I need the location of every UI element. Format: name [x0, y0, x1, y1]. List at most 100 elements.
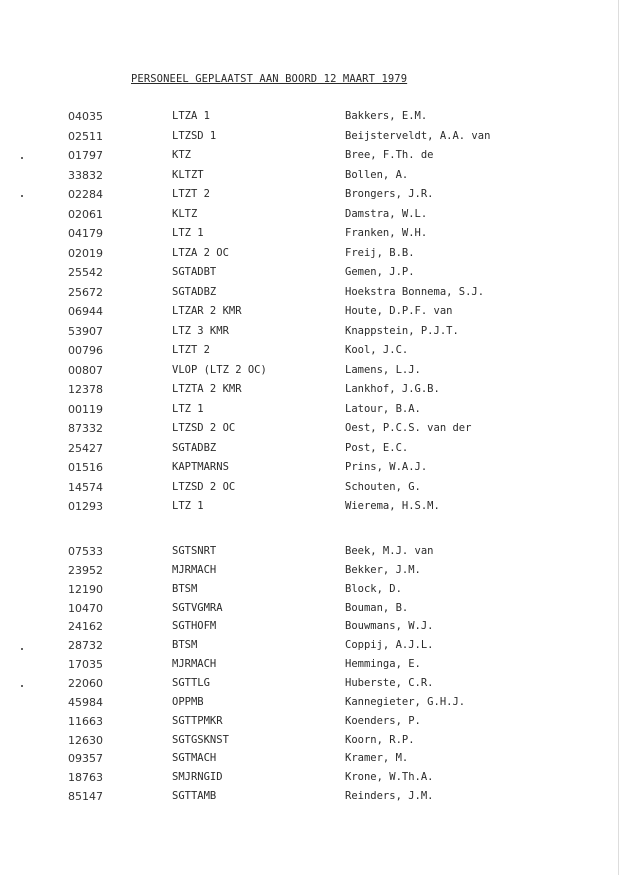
rank: BTSM: [172, 582, 198, 595]
rank: SGTTLG: [172, 676, 210, 689]
list-row: 22060 SGTTLG Huberste, C.R.: [0, 677, 619, 693]
service-number: 18763: [68, 771, 103, 785]
list-row: 01797 KTZ Bree, F.Th. de: [0, 149, 619, 165]
rank: SGTADBZ: [172, 285, 217, 298]
rank: SGTGSKNST: [172, 733, 229, 746]
list-row: 17035 MJRMACH Hemminga, E.: [0, 658, 619, 674]
person-name: Krone, W.Th.A.: [345, 771, 434, 784]
service-number: 06944: [68, 305, 103, 318]
service-number: 02511: [68, 129, 103, 143]
margin-mark: [21, 195, 23, 197]
list-row: 00807 VLOP (LTZ 2 OC) Lamens, L.J.: [0, 364, 619, 380]
list-row: 04035 LTZA 1 Bakkers, E.M.: [0, 110, 619, 126]
list-row: 53907 LTZ 3 KMR Knappstein, P.J.T.: [0, 325, 619, 341]
service-number: 45984: [68, 695, 103, 709]
person-name: Coppij, A.J.L.: [345, 639, 434, 652]
person-name: Lamens, L.J.: [345, 363, 421, 376]
list-row: 10470 SGTVGMRA Bouman, B.: [0, 602, 619, 618]
rank: SGTADBT: [172, 266, 217, 278]
person-name: Koorn, R.P.: [345, 733, 415, 746]
person-name: Post, E.C.: [345, 441, 409, 454]
list-row: 09357 SGTMACH Kramer, M.: [0, 752, 619, 768]
rank: MJRMACH: [172, 563, 217, 576]
person-name: Brongers, J.R.: [345, 188, 434, 200]
rank: SMJRNGID: [172, 771, 223, 784]
person-name: Hoekstra Bonnema, S.J.: [345, 285, 485, 298]
rank: SGTADBZ: [172, 441, 217, 454]
person-name: Koenders, P.: [345, 714, 421, 727]
list-row: 12630 SGTGSKNST Koorn, R.P.: [0, 734, 619, 750]
list-row: 14574 LTZSD 2 OC Schouten, G.: [0, 481, 619, 497]
person-name: Wierema, H.S.M.: [345, 500, 440, 512]
rank: LTZSD 2 OC: [172, 480, 236, 493]
list-row: 87332 LTZSD 2 OC Oest, P.C.S. van der: [0, 422, 619, 438]
document-title: PERSONEEL GEPLAATST AAN BOORD 12 MAART 1…: [131, 73, 408, 85]
service-number: 25672: [68, 285, 103, 299]
service-number: 11663: [68, 714, 103, 728]
rank: LTZ 1: [172, 402, 204, 415]
person-name: Bree, F.Th. de: [345, 149, 434, 161]
rank: LTZSD 1: [172, 129, 217, 142]
rank: LTZ 3 KMR: [172, 324, 229, 337]
list-row: 02284 LTZT 2 Brongers, J.R.: [0, 188, 619, 204]
service-number: 07533: [68, 545, 103, 558]
service-number: 12630: [68, 733, 103, 747]
person-name: Freij, B.B.: [345, 246, 415, 259]
list-row: 18763 SMJRNGID Krone, W.Th.A.: [0, 771, 619, 787]
list-row: 11663 SGTTPMKR Koenders, P.: [0, 715, 619, 731]
person-name: Hemminga, E.: [345, 658, 421, 671]
person-name: Houte, D.P.F. van: [345, 305, 453, 317]
rank: KAPTMARNS: [172, 461, 229, 473]
rank: KLTZT: [172, 168, 204, 181]
list-row: 02511 LTZSD 1 Beijsterveldt, A.A. van: [0, 130, 619, 146]
list-row: 12378 LTZTA 2 KMR Lankhof, J.G.B.: [0, 383, 619, 399]
margin-mark: [21, 648, 23, 650]
person-name: Bollen, A.: [345, 168, 409, 181]
service-number: 24162: [68, 620, 103, 634]
person-name: Schouten, G.: [345, 480, 421, 493]
service-number: 02061: [68, 207, 103, 221]
person-name: Bouman, B.: [345, 601, 409, 614]
person-name: Bakkers, E.M.: [345, 110, 428, 122]
person-name: Kramer, M.: [345, 752, 409, 765]
rank: OPPMB: [172, 695, 204, 708]
service-number: 28732: [68, 639, 103, 653]
person-name: Huberste, C.R.: [345, 676, 434, 689]
person-name: Knappstein, P.J.T.: [345, 324, 459, 337]
person-name: Prins, W.A.J.: [345, 461, 428, 473]
list-row: 01516 KAPTMARNS Prins, W.A.J.: [0, 461, 619, 477]
person-name: Beek, M.J. van: [345, 545, 434, 557]
rank: SGTMACH: [172, 752, 217, 765]
list-row: 04179 LTZ 1 Franken, W.H.: [0, 227, 619, 243]
list-row: 06944 LTZAR 2 KMR Houte, D.P.F. van: [0, 305, 619, 321]
person-name: Bekker, J.M.: [345, 563, 421, 576]
rank: LTZAR 2 KMR: [172, 305, 242, 317]
rank: LTZSD 2 OC: [172, 422, 236, 434]
service-number: 33832: [68, 168, 103, 182]
service-number: 23952: [68, 563, 103, 577]
service-number: 00119: [68, 402, 103, 416]
service-number: 00796: [68, 344, 103, 357]
person-name: Reinders, J.M.: [345, 790, 434, 803]
service-number: 04179: [68, 227, 103, 240]
person-name: Kannegieter, G.H.J.: [345, 695, 466, 708]
person-name: Kool, J.C.: [345, 344, 409, 356]
person-name: Oest, P.C.S. van der: [345, 422, 472, 434]
service-number: 01516: [68, 461, 103, 474]
service-number: 04035: [68, 110, 103, 123]
service-number: 25542: [68, 266, 103, 279]
service-number: 12190: [68, 582, 103, 596]
list-row: 28732 BTSM Coppij, A.J.L.: [0, 639, 619, 655]
rank: LTZT 2: [172, 188, 210, 200]
service-number: 53907: [68, 324, 103, 338]
rank: SGTTAMB: [172, 790, 217, 803]
rank: LTZT 2: [172, 344, 210, 356]
rank: SGTTPMKR: [172, 714, 223, 727]
service-number: 14574: [68, 480, 103, 494]
person-name: Block, D.: [345, 582, 402, 595]
service-number: 12378: [68, 383, 103, 396]
list-row: 45984 OPPMB Kannegieter, G.H.J.: [0, 696, 619, 712]
service-number: 22060: [68, 676, 103, 690]
list-row: 85147 SGTTAMB Reinders, J.M.: [0, 790, 619, 806]
rank: LTZ 1: [172, 227, 204, 239]
